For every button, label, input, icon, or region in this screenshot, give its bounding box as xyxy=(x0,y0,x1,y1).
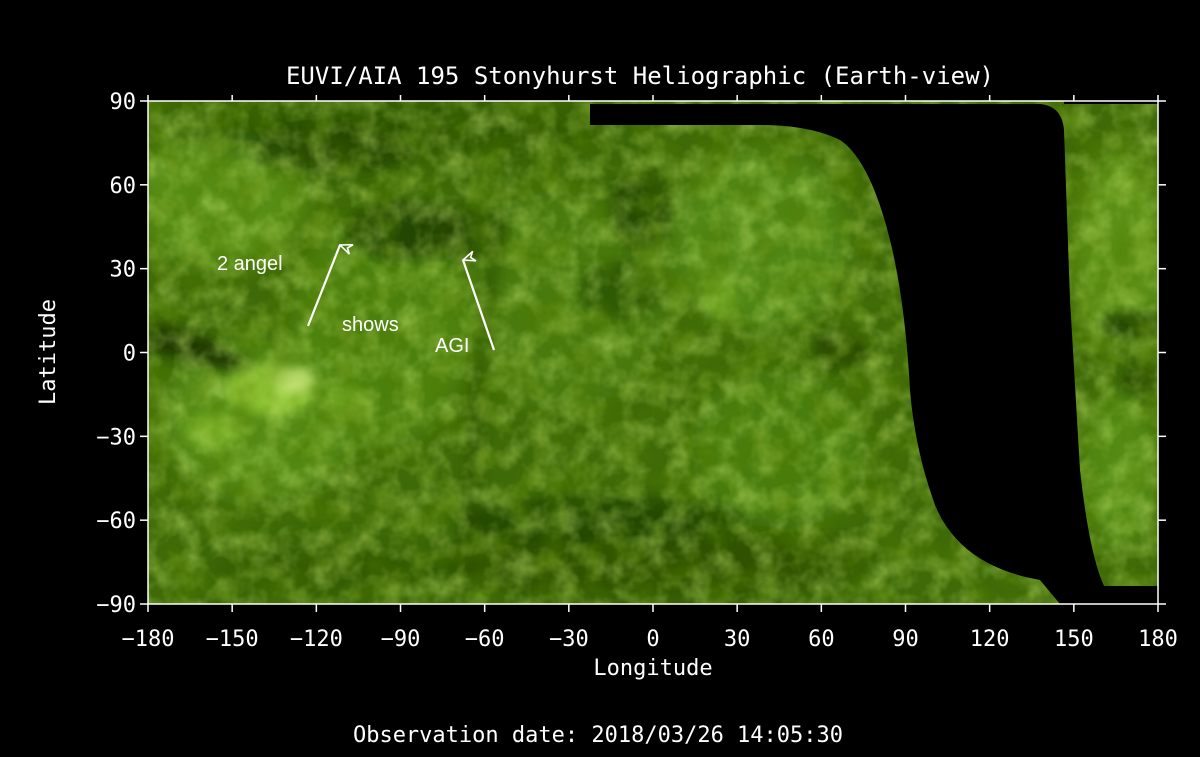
annotation-layer: 2 angel shows AGI xyxy=(217,245,496,357)
y-tick-label: 90 xyxy=(110,90,137,115)
x-tick-label: −120 xyxy=(290,627,343,652)
x-tick-label: −90 xyxy=(381,627,421,652)
x-tick-label: −150 xyxy=(206,627,259,652)
x-tick-label: −60 xyxy=(465,627,505,652)
y-axis-label: Latitude xyxy=(36,299,61,405)
euv-map-image xyxy=(148,101,1158,604)
x-tick-label: 180 xyxy=(1138,627,1178,652)
x-tick-label: 150 xyxy=(1054,627,1094,652)
annotation-label-2: shows xyxy=(342,314,399,336)
y-tick-label: 60 xyxy=(110,174,137,199)
x-tick-label: 0 xyxy=(646,627,659,652)
x-tick-label: −30 xyxy=(549,627,589,652)
annotation-arrow-1 xyxy=(306,245,340,327)
data-gap-region xyxy=(590,104,1106,604)
annotation-label-1: 2 angel xyxy=(217,253,283,275)
y-tick-label: −30 xyxy=(96,425,136,450)
y-axis: 90 60 30 0 −30 −60 −90 xyxy=(96,90,1166,618)
x-tick-label: 120 xyxy=(970,627,1010,652)
x-tick-label: 30 xyxy=(724,627,751,652)
x-axis: −180 −150 −120 −90 −60 −30 0 30 60 90 120 150 180 xyxy=(122,95,1178,652)
y-tick-label: 0 xyxy=(123,342,136,367)
figure-title: EUVI/AIA 195 Stonyhurst Heliographic (Ea… xyxy=(286,62,994,90)
x-tick-label: 90 xyxy=(892,627,919,652)
x-axis-label: Longitude xyxy=(593,656,712,681)
y-tick-label: −90 xyxy=(96,593,136,618)
y-tick-label: 30 xyxy=(110,258,137,283)
y-tick-label: −60 xyxy=(96,509,136,534)
x-tick-label: 60 xyxy=(808,627,835,652)
annotation-label-3: AGI xyxy=(435,335,469,357)
observation-date: Observation date: 2018/03/26 14:05:30 xyxy=(353,723,843,748)
x-tick-label: −180 xyxy=(122,627,175,652)
annotation-arrow-2 xyxy=(463,260,496,351)
